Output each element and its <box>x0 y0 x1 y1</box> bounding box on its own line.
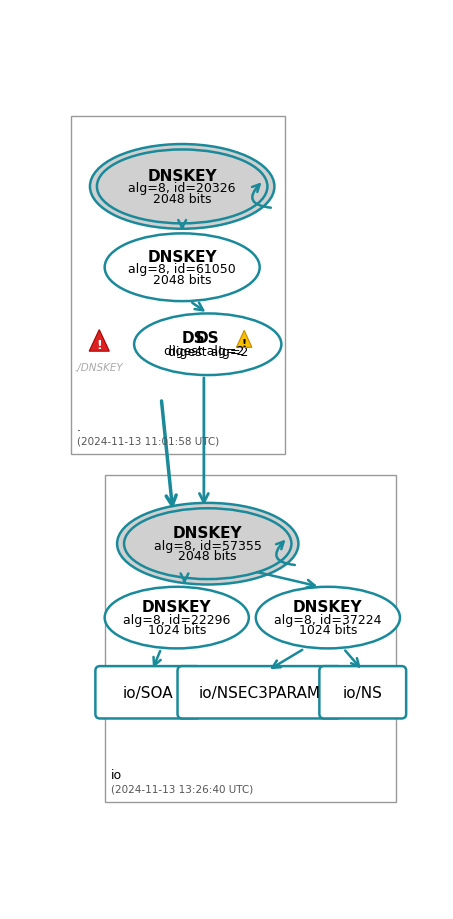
FancyBboxPatch shape <box>96 666 201 719</box>
Text: !: ! <box>241 338 247 348</box>
Text: 2048 bits: 2048 bits <box>153 274 212 287</box>
FancyBboxPatch shape <box>319 666 406 719</box>
FancyBboxPatch shape <box>71 117 285 455</box>
Text: .: . <box>77 420 81 433</box>
Text: alg=8, id=57355: alg=8, id=57355 <box>154 539 262 552</box>
Text: DNSKEY: DNSKEY <box>173 526 242 540</box>
Text: !: ! <box>96 338 102 351</box>
FancyBboxPatch shape <box>105 476 396 802</box>
Ellipse shape <box>105 587 249 649</box>
Text: io/SOA: io/SOA <box>123 685 173 700</box>
Ellipse shape <box>117 504 299 584</box>
Text: alg=8, id=20326: alg=8, id=20326 <box>128 182 236 195</box>
Ellipse shape <box>105 234 260 301</box>
Text: digest alg=2: digest alg=2 <box>168 346 248 358</box>
Ellipse shape <box>124 509 291 580</box>
Polygon shape <box>89 330 109 352</box>
Text: alg=8, id=22296: alg=8, id=22296 <box>123 613 231 626</box>
Text: (2024-11-13 13:26:40 UTC): (2024-11-13 13:26:40 UTC) <box>111 784 253 794</box>
FancyBboxPatch shape <box>178 666 342 719</box>
Text: (2024-11-13 11:01:58 UTC): (2024-11-13 11:01:58 UTC) <box>77 437 219 446</box>
Text: alg=8, id=61050: alg=8, id=61050 <box>128 263 236 276</box>
Ellipse shape <box>134 314 281 376</box>
Text: 2048 bits: 2048 bits <box>178 550 237 562</box>
Text: DNSKEY: DNSKEY <box>147 169 217 184</box>
Ellipse shape <box>97 151 267 224</box>
Text: DS: DS <box>182 331 206 346</box>
Text: io/NS: io/NS <box>343 685 383 700</box>
Text: digest alg=2: digest alg=2 <box>164 345 244 357</box>
Text: alg=8, id=37224: alg=8, id=37224 <box>274 613 381 626</box>
Text: io: io <box>111 768 122 781</box>
Text: ./DNSKEY: ./DNSKEY <box>75 363 124 373</box>
Polygon shape <box>236 331 252 348</box>
Ellipse shape <box>90 145 275 230</box>
Text: 2048 bits: 2048 bits <box>153 193 212 206</box>
Text: io/NSEC3PARAM: io/NSEC3PARAM <box>199 685 321 700</box>
Text: DNSKEY: DNSKEY <box>293 600 363 615</box>
Text: 1024 bits: 1024 bits <box>148 624 206 637</box>
Text: 1024 bits: 1024 bits <box>299 624 357 637</box>
Text: DNSKEY: DNSKEY <box>147 250 217 265</box>
Ellipse shape <box>256 587 400 649</box>
Text: DS: DS <box>196 331 220 346</box>
Text: DNSKEY: DNSKEY <box>142 600 212 615</box>
